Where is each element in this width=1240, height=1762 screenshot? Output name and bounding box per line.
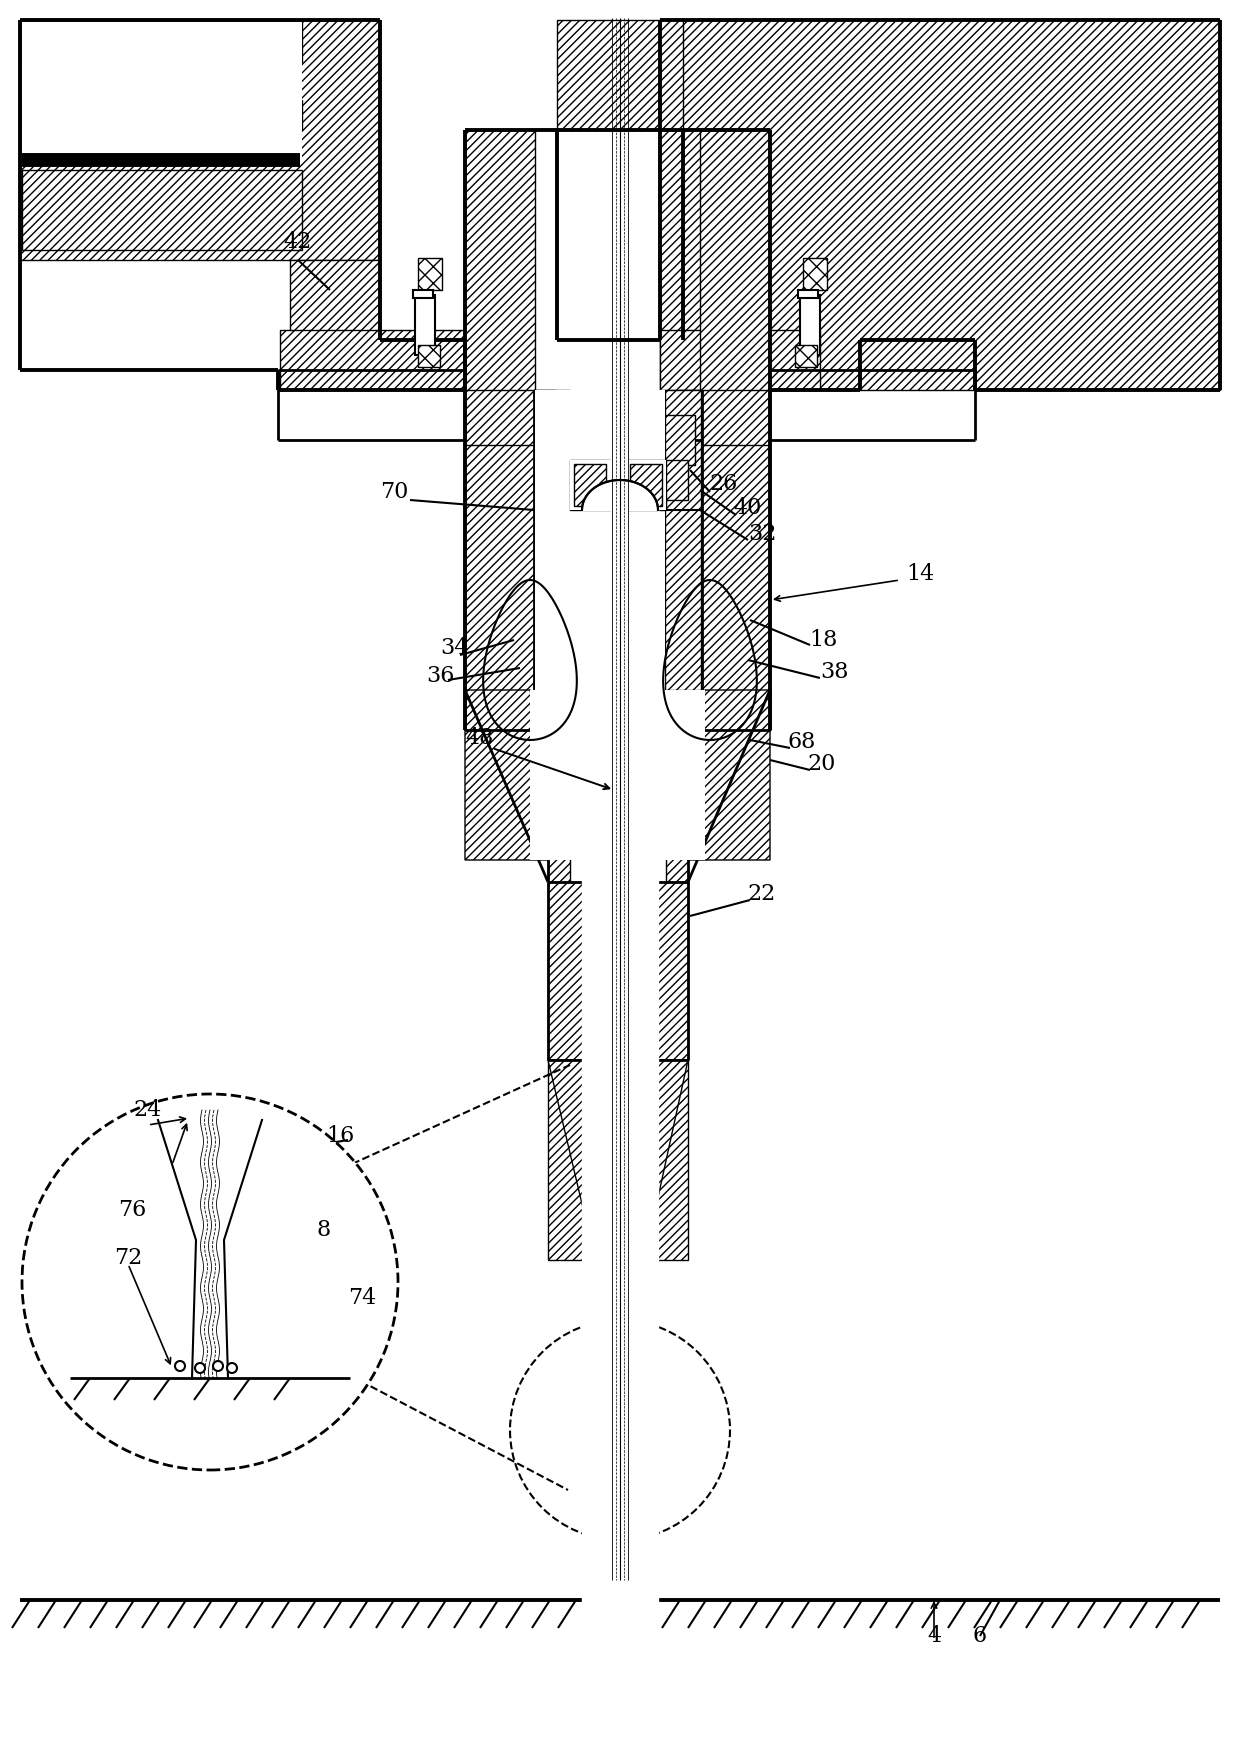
Text: 36: 36 bbox=[425, 664, 454, 687]
Polygon shape bbox=[280, 329, 465, 389]
Polygon shape bbox=[672, 691, 770, 860]
Bar bbox=[570, 460, 666, 509]
Polygon shape bbox=[574, 463, 606, 506]
Polygon shape bbox=[570, 460, 610, 509]
Text: 6: 6 bbox=[973, 1625, 987, 1647]
Circle shape bbox=[213, 1360, 223, 1371]
Text: 14: 14 bbox=[906, 564, 934, 585]
Polygon shape bbox=[804, 257, 827, 291]
Bar bbox=[413, 291, 433, 298]
Text: 74: 74 bbox=[348, 1286, 376, 1309]
Text: 42: 42 bbox=[284, 231, 312, 254]
Circle shape bbox=[175, 1360, 185, 1371]
Text: 38: 38 bbox=[820, 661, 848, 684]
Circle shape bbox=[227, 1364, 237, 1373]
Polygon shape bbox=[557, 19, 683, 130]
Bar bbox=[534, 389, 665, 691]
Polygon shape bbox=[548, 856, 570, 883]
Polygon shape bbox=[548, 1061, 590, 1260]
Polygon shape bbox=[660, 460, 688, 500]
Polygon shape bbox=[290, 261, 379, 370]
Polygon shape bbox=[548, 1061, 600, 1279]
Polygon shape bbox=[646, 883, 688, 1061]
Bar bbox=[799, 291, 818, 298]
Bar bbox=[415, 294, 435, 354]
Text: 70: 70 bbox=[379, 481, 408, 502]
Polygon shape bbox=[534, 389, 570, 691]
Polygon shape bbox=[418, 257, 441, 291]
Polygon shape bbox=[20, 19, 379, 261]
Text: 34: 34 bbox=[440, 638, 469, 659]
Polygon shape bbox=[795, 345, 817, 366]
Circle shape bbox=[22, 1094, 398, 1470]
Polygon shape bbox=[680, 389, 770, 446]
Text: 20: 20 bbox=[807, 752, 836, 775]
Text: 18: 18 bbox=[810, 629, 838, 650]
Polygon shape bbox=[465, 691, 568, 860]
Polygon shape bbox=[548, 460, 577, 500]
Polygon shape bbox=[22, 169, 303, 250]
Text: 48: 48 bbox=[466, 728, 495, 749]
Bar bbox=[529, 691, 706, 860]
Text: 22: 22 bbox=[748, 883, 776, 906]
Text: 4: 4 bbox=[928, 1625, 941, 1647]
Polygon shape bbox=[627, 460, 666, 509]
Polygon shape bbox=[22, 21, 303, 62]
Polygon shape bbox=[640, 1061, 688, 1279]
Text: 40: 40 bbox=[734, 497, 763, 520]
Text: 32: 32 bbox=[748, 523, 776, 544]
Polygon shape bbox=[418, 345, 440, 366]
Polygon shape bbox=[22, 100, 303, 130]
Text: 26: 26 bbox=[709, 472, 738, 495]
Text: 24: 24 bbox=[134, 1099, 162, 1121]
Text: 76: 76 bbox=[118, 1198, 146, 1221]
Circle shape bbox=[195, 1364, 205, 1373]
Polygon shape bbox=[666, 856, 688, 883]
Polygon shape bbox=[665, 416, 694, 465]
Text: 68: 68 bbox=[787, 731, 816, 752]
Polygon shape bbox=[646, 1061, 688, 1260]
Polygon shape bbox=[465, 389, 556, 446]
Bar bbox=[800, 294, 820, 354]
Text: 16: 16 bbox=[326, 1124, 355, 1147]
Bar bbox=[22, 21, 303, 162]
Polygon shape bbox=[465, 130, 534, 729]
Polygon shape bbox=[630, 463, 662, 506]
Polygon shape bbox=[548, 883, 590, 1061]
Polygon shape bbox=[665, 389, 701, 691]
Polygon shape bbox=[660, 329, 820, 389]
Polygon shape bbox=[660, 19, 1220, 389]
Polygon shape bbox=[701, 130, 770, 729]
Polygon shape bbox=[539, 416, 570, 465]
Text: 72: 72 bbox=[114, 1247, 143, 1269]
Text: 8: 8 bbox=[317, 1219, 331, 1240]
